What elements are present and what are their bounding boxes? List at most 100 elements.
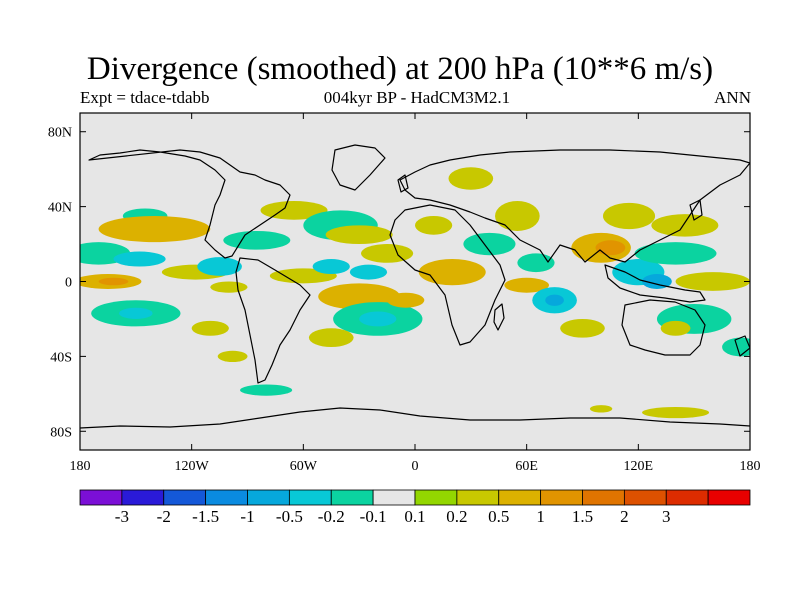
colorbar-swatch-14 [665, 489, 709, 506]
colorbar-label-10: 1 [536, 507, 545, 526]
field-region-32 [517, 253, 555, 273]
y-tick-label-1: 40N [48, 201, 72, 216]
colorbar-swatch-13 [623, 489, 667, 506]
field-region-24 [359, 311, 397, 327]
coast-japan [689, 199, 703, 221]
colorbar-label-4: -0.5 [276, 507, 303, 526]
chart-subtitle: 004kyr BP - HadCM3M2.1 [323, 88, 511, 107]
colorbar-label-2: -1.5 [192, 507, 219, 526]
field-region-11 [191, 320, 229, 336]
colorbar-swatch-12 [582, 489, 625, 506]
field-region-15 [260, 200, 328, 220]
colorbar-swatch-9 [456, 489, 500, 506]
colorbar-label-8: 0.2 [446, 507, 467, 526]
colorbar-swatch-3 [205, 489, 248, 506]
field-region-26 [308, 328, 354, 348]
field-region-25 [387, 292, 425, 308]
experiment-label: Expt = tdace-tdabb [80, 88, 210, 107]
colorbar-swatch-2 [163, 489, 207, 506]
colorbar-label-3: -1 [240, 507, 254, 526]
colorbar-swatch-0 [79, 489, 123, 506]
coast-indonesia [604, 264, 706, 303]
field-region-19 [325, 225, 393, 245]
field-region-33 [504, 277, 549, 293]
colorbar-label-11: 1.5 [572, 507, 593, 526]
y-tick-label-2: 0 [65, 276, 72, 291]
field-region-27 [418, 259, 486, 286]
x-tick-label-2: 60W [290, 459, 318, 474]
field-region-42 [634, 242, 717, 265]
x-tick-label-5: 120E [624, 459, 654, 474]
coast-south-america [235, 257, 311, 384]
colorbar-swatch-6 [330, 489, 374, 506]
colorbar-label-1: -2 [157, 507, 171, 526]
field-region-39 [602, 202, 656, 230]
coast-greenland [331, 144, 386, 191]
field-region-3 [98, 277, 129, 286]
x-tick-label-3: 0 [412, 459, 419, 474]
colorbar-swatch-11 [540, 489, 583, 506]
season-label: ANN [714, 88, 751, 107]
field-region-41 [642, 274, 672, 289]
colorbar-swatch-7 [372, 489, 416, 506]
field-region-17 [312, 259, 350, 275]
colorbar: -3 -2 -1.5 -1 -0.5 -0.2 -0.1 0.1 0.2 0.5 1 1.5 2 3 [79, 489, 751, 526]
field-region-36 [560, 318, 605, 338]
field-region-6 [119, 307, 153, 319]
colorbar-swatch-8 [414, 489, 458, 506]
field-region-10 [210, 281, 248, 293]
colorbar-label-13: 3 [662, 507, 671, 526]
y-tick-label-4: 80S [50, 425, 72, 440]
field-region-1 [113, 251, 166, 267]
coast-australia [621, 299, 706, 356]
colorbar-swatch-4 [247, 489, 290, 506]
field-region-47 [722, 337, 750, 357]
field-region-14 [223, 230, 291, 250]
colorbar-label-7: 0.1 [404, 507, 425, 526]
coast-africa [389, 204, 506, 346]
field-region-31 [495, 200, 540, 231]
chart-title: Divergence (smoothed) at 200 hPa (10**6 … [86, 51, 714, 87]
field-region-28 [415, 215, 453, 235]
axis-ticks: 180 120W 60W 0 60E 120E 180 80N 40N 0 40S 80S [48, 113, 761, 474]
field-region-30 [448, 167, 494, 190]
colorbar-label-6: -0.1 [360, 507, 387, 526]
y-tick-label-3: 40S [50, 350, 72, 365]
colorbar-swatch-15 [707, 489, 751, 506]
y-tick-label-0: 80N [48, 126, 72, 141]
coast-eurasia [399, 149, 750, 263]
x-tick-label-1: 120W [175, 459, 210, 474]
coast-new-zealand [734, 335, 750, 357]
field-region-43 [651, 214, 719, 237]
field-region-12 [217, 350, 248, 363]
field-region-38 [595, 240, 626, 256]
x-tick-label-6: 180 [740, 459, 761, 474]
field-region-46 [660, 320, 691, 336]
field-region-49 [589, 405, 613, 413]
field-region-7 [98, 215, 211, 243]
coast-antarctica [80, 407, 750, 429]
field-region-20 [361, 244, 414, 263]
field-region-9 [197, 257, 242, 276]
coast-madagascar [493, 303, 505, 331]
colorbar-swatch-1 [121, 489, 165, 506]
field-region-35 [545, 294, 564, 306]
coastlines [80, 144, 750, 429]
x-tick-label-4: 60E [515, 459, 538, 474]
field-region-48 [642, 406, 710, 419]
coast-north-america [88, 149, 291, 259]
colorbar-swatch-10 [498, 489, 542, 506]
field-region-44 [675, 272, 750, 291]
x-tick-label-0: 180 [70, 459, 91, 474]
colorbar-label-0: -3 [115, 507, 129, 526]
field-region-13 [240, 384, 293, 396]
coast-britain [397, 174, 409, 193]
field-region-29 [463, 232, 516, 256]
colorbar-swatch-5 [288, 489, 332, 506]
colorbar-label-9: 0.5 [488, 507, 509, 526]
divergence-field [80, 167, 750, 419]
colorbar-label-5: -0.2 [318, 507, 345, 526]
field-region-21 [349, 264, 388, 280]
colorbar-label-12: 2 [620, 507, 629, 526]
